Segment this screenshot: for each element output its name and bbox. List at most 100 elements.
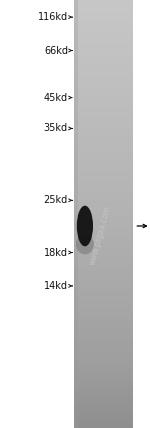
Polygon shape bbox=[74, 235, 133, 240]
Polygon shape bbox=[74, 291, 133, 295]
Polygon shape bbox=[74, 419, 133, 424]
Text: 45kd: 45kd bbox=[44, 92, 68, 103]
Polygon shape bbox=[74, 334, 133, 338]
Polygon shape bbox=[74, 265, 133, 270]
Polygon shape bbox=[74, 68, 133, 73]
Text: 14kd: 14kd bbox=[44, 281, 68, 291]
Polygon shape bbox=[74, 351, 133, 355]
Polygon shape bbox=[74, 218, 133, 223]
Polygon shape bbox=[74, 73, 133, 77]
Polygon shape bbox=[74, 175, 133, 180]
Polygon shape bbox=[74, 98, 133, 103]
Polygon shape bbox=[74, 415, 133, 419]
Polygon shape bbox=[74, 64, 133, 68]
Polygon shape bbox=[74, 47, 133, 51]
Polygon shape bbox=[74, 184, 133, 188]
Polygon shape bbox=[74, 364, 133, 368]
Polygon shape bbox=[74, 94, 133, 98]
Polygon shape bbox=[74, 111, 133, 116]
Polygon shape bbox=[74, 325, 133, 330]
Text: 116kd: 116kd bbox=[38, 12, 68, 22]
Polygon shape bbox=[74, 150, 133, 154]
Polygon shape bbox=[74, 107, 133, 111]
Polygon shape bbox=[74, 158, 133, 163]
Polygon shape bbox=[74, 347, 133, 351]
Polygon shape bbox=[74, 231, 133, 235]
Polygon shape bbox=[74, 51, 133, 56]
Polygon shape bbox=[74, 124, 133, 128]
Polygon shape bbox=[74, 34, 133, 39]
Polygon shape bbox=[74, 424, 133, 428]
Polygon shape bbox=[74, 197, 133, 201]
Polygon shape bbox=[74, 201, 133, 205]
Polygon shape bbox=[74, 270, 133, 274]
Polygon shape bbox=[74, 368, 133, 372]
Polygon shape bbox=[74, 317, 133, 321]
Polygon shape bbox=[74, 274, 133, 278]
Polygon shape bbox=[74, 389, 133, 394]
Polygon shape bbox=[74, 253, 133, 257]
Polygon shape bbox=[74, 377, 133, 381]
Text: 66kd: 66kd bbox=[44, 45, 68, 56]
Polygon shape bbox=[74, 116, 133, 120]
Polygon shape bbox=[74, 17, 133, 21]
Polygon shape bbox=[74, 287, 133, 291]
Polygon shape bbox=[74, 30, 133, 34]
Polygon shape bbox=[74, 60, 133, 64]
Polygon shape bbox=[74, 295, 133, 300]
Polygon shape bbox=[74, 43, 133, 47]
Polygon shape bbox=[74, 128, 133, 133]
Polygon shape bbox=[74, 90, 133, 94]
Polygon shape bbox=[74, 407, 133, 411]
Polygon shape bbox=[74, 13, 133, 17]
Ellipse shape bbox=[76, 234, 94, 254]
Polygon shape bbox=[74, 81, 133, 86]
Polygon shape bbox=[74, 240, 133, 244]
Polygon shape bbox=[74, 372, 133, 377]
Polygon shape bbox=[74, 193, 133, 197]
Polygon shape bbox=[74, 188, 133, 193]
Polygon shape bbox=[74, 398, 133, 402]
Polygon shape bbox=[74, 227, 133, 231]
Polygon shape bbox=[74, 4, 133, 9]
Polygon shape bbox=[74, 77, 133, 81]
Polygon shape bbox=[74, 26, 133, 30]
Polygon shape bbox=[74, 39, 133, 43]
Polygon shape bbox=[74, 355, 133, 360]
Polygon shape bbox=[74, 321, 133, 325]
Polygon shape bbox=[74, 385, 133, 389]
Polygon shape bbox=[74, 205, 133, 210]
Polygon shape bbox=[74, 0, 133, 4]
Polygon shape bbox=[74, 210, 133, 214]
Polygon shape bbox=[74, 308, 133, 312]
Polygon shape bbox=[74, 312, 133, 317]
Polygon shape bbox=[74, 167, 133, 171]
Polygon shape bbox=[74, 261, 133, 265]
Polygon shape bbox=[74, 133, 133, 137]
Ellipse shape bbox=[77, 206, 93, 247]
Polygon shape bbox=[74, 214, 133, 218]
Polygon shape bbox=[74, 257, 133, 261]
Polygon shape bbox=[74, 300, 133, 304]
Polygon shape bbox=[74, 103, 133, 107]
Polygon shape bbox=[74, 223, 133, 227]
Polygon shape bbox=[74, 304, 133, 308]
Polygon shape bbox=[74, 86, 133, 90]
Polygon shape bbox=[74, 381, 133, 385]
Polygon shape bbox=[74, 141, 133, 146]
Polygon shape bbox=[74, 171, 133, 175]
Text: 35kd: 35kd bbox=[44, 123, 68, 134]
Polygon shape bbox=[74, 154, 133, 158]
FancyBboxPatch shape bbox=[74, 0, 78, 428]
Polygon shape bbox=[74, 282, 133, 287]
Polygon shape bbox=[74, 248, 133, 253]
Polygon shape bbox=[74, 120, 133, 124]
Polygon shape bbox=[74, 137, 133, 141]
Polygon shape bbox=[74, 56, 133, 60]
Polygon shape bbox=[74, 21, 133, 26]
Polygon shape bbox=[74, 330, 133, 334]
Polygon shape bbox=[74, 180, 133, 184]
Text: www.ptgaa.com: www.ptgaa.com bbox=[88, 205, 113, 266]
Polygon shape bbox=[74, 146, 133, 150]
Polygon shape bbox=[74, 394, 133, 398]
